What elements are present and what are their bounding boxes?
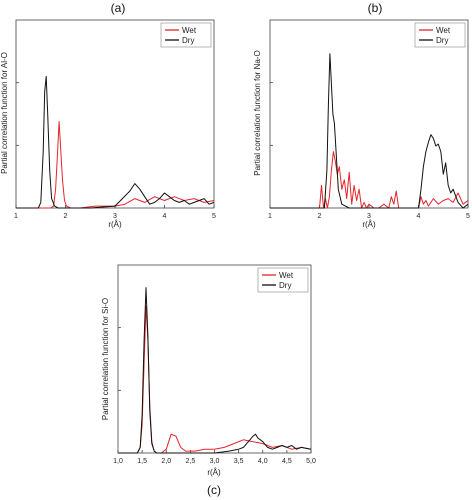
x-tick-label: 2,5: [186, 458, 196, 465]
x-tick-label: 2,0: [161, 458, 171, 465]
x-tick-label: 4: [417, 213, 421, 220]
legend-box: [257, 267, 309, 293]
x-tick-label: 3: [367, 213, 371, 220]
series-line-wet: [16, 121, 215, 209]
x-tick-label: 5: [212, 213, 216, 220]
y-axis-label: Partial correlation function for Al-O: [0, 52, 9, 174]
panel-label: (c): [207, 483, 221, 497]
plot-frame: [117, 264, 312, 454]
legend-label: Dry: [279, 281, 291, 290]
legend-box: [160, 22, 212, 48]
x-tick-label: 1: [268, 213, 272, 220]
legend-label: Wet: [279, 271, 294, 280]
x-tick-label: 5,0: [306, 458, 316, 465]
legend-label: Dry: [436, 36, 448, 45]
x-tick-label: 3,5: [234, 458, 244, 465]
series-line-dry: [16, 75, 215, 209]
x-axis-label: r(Å): [207, 468, 221, 477]
plot-frame: [269, 19, 469, 209]
series-line-wet: [270, 151, 469, 209]
x-tick-label: 5: [466, 213, 470, 220]
legend-box: [414, 22, 466, 48]
series-line-dry: [270, 53, 469, 209]
x-tick-label: 4: [163, 213, 167, 220]
panel-label: (b): [368, 1, 383, 15]
x-tick-label: 3: [113, 213, 117, 220]
y-axis-label: Partial correlation function for Na-O: [253, 50, 262, 175]
x-tick-label: 1,5: [137, 458, 147, 465]
x-tick-label: 4,0: [258, 458, 268, 465]
plot-frame: [15, 19, 215, 209]
legend-label: Dry: [182, 36, 194, 45]
panel-label: (a): [111, 1, 126, 15]
legend-label: Wet: [436, 26, 451, 35]
y-axis-label: Partial correlation function for Si-O: [101, 298, 110, 420]
series-line-wet: [118, 305, 312, 454]
x-tick-label: 4,5: [282, 458, 292, 465]
x-axis-label: r(Å): [362, 220, 376, 229]
x-tick-label: 3,0: [210, 458, 220, 465]
x-tick-label: 1,0: [113, 458, 123, 465]
legend-label: Wet: [182, 26, 197, 35]
x-tick-label: 2: [64, 213, 68, 220]
x-tick-label: 2: [318, 213, 322, 220]
x-axis-label: r(Å): [108, 220, 122, 229]
series-line-dry: [118, 287, 312, 454]
x-tick-label: 1: [14, 213, 18, 220]
